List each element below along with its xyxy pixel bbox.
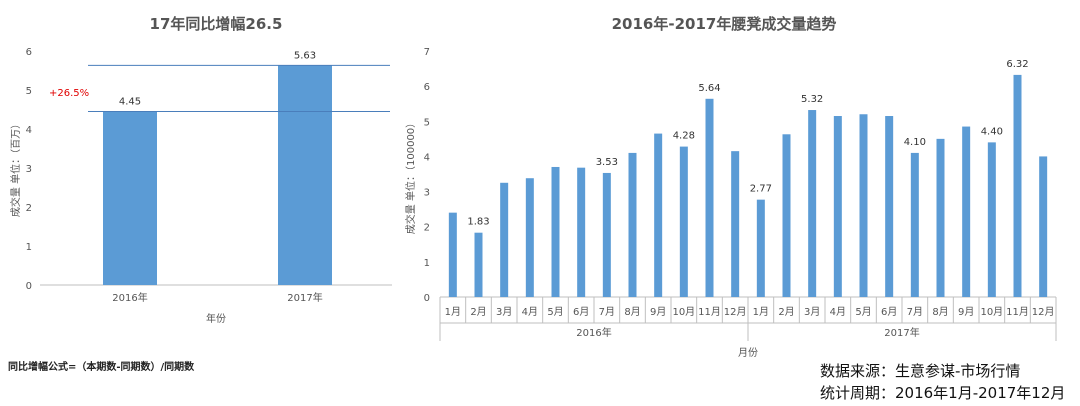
- x-tick-label: 9月: [650, 306, 666, 318]
- x-tick-label: 7月: [907, 306, 923, 318]
- data-label: 4.10: [904, 137, 926, 148]
- bar: [103, 111, 157, 285]
- y-tick-label: 5: [424, 117, 430, 128]
- group-label: 2016年: [576, 326, 611, 339]
- x-tick-label: 10月: [672, 306, 695, 318]
- y-axis-title: 成交量 单位：（百万）: [9, 119, 22, 217]
- x-tick-label: 6月: [573, 306, 589, 318]
- data-label: 4.28: [673, 131, 695, 142]
- bar: [987, 142, 996, 297]
- bar: [910, 152, 919, 297]
- y-tick-label: 6: [424, 82, 430, 93]
- bar: [885, 116, 894, 297]
- bar: [525, 178, 534, 297]
- y-tick-label: 0: [26, 281, 32, 292]
- bar: [705, 98, 714, 298]
- data-label: 4.40: [981, 126, 1003, 137]
- data-label: 4.45: [119, 96, 141, 107]
- x-tick-label: 11月: [698, 306, 721, 318]
- x-tick-label: 9月: [958, 306, 974, 318]
- data-label: 6.32: [1006, 59, 1028, 70]
- x-tick-label: 5月: [547, 306, 563, 318]
- x-tick-label: 5月: [855, 306, 871, 318]
- formula-footnote: 同比增幅公式=（本期数-同期数）/同期数: [8, 362, 195, 373]
- data-label: 5.63: [294, 50, 316, 61]
- x-tick-label: 2月: [470, 306, 486, 318]
- chart-title: 2016年-2017年腰凳成交量趋势: [612, 15, 837, 33]
- data-label: 5.32: [801, 94, 823, 105]
- y-tick-label: 3: [424, 188, 430, 199]
- bar: [448, 212, 457, 297]
- y-axis-title: 成交量 单位：（100000）: [404, 118, 417, 234]
- data-label: 2.77: [750, 184, 772, 195]
- bar: [628, 152, 637, 297]
- x-tick-label: 12月: [1032, 306, 1055, 318]
- bar: [474, 232, 483, 297]
- x-tick-label: 3月: [804, 306, 820, 318]
- bar: [500, 182, 509, 297]
- group-label: 2017年: [884, 326, 919, 339]
- y-tick-label: 1: [424, 258, 430, 269]
- y-tick-label: 4: [424, 152, 430, 163]
- bar: [577, 167, 586, 297]
- y-tick-label: 2: [26, 203, 32, 214]
- y-tick-label: 1: [26, 242, 32, 253]
- y-tick-label: 0: [424, 293, 430, 304]
- period-line: 统计周期：2016年1月-2017年12月: [820, 384, 1066, 402]
- bar: [602, 172, 611, 297]
- x-axis-title: 月份: [738, 347, 758, 359]
- data-label: 5.64: [698, 83, 720, 94]
- source-line: 数据来源：生意参谋-市场行情: [820, 362, 1021, 380]
- x-tick-label: 10月: [980, 306, 1003, 318]
- chart-title: 17年同比增幅26.5: [150, 15, 283, 33]
- y-tick-label: 4: [26, 125, 32, 136]
- data-label: 3.53: [596, 157, 618, 168]
- y-tick-label: 7: [424, 47, 430, 58]
- bar: [278, 65, 332, 286]
- bar: [679, 146, 688, 297]
- x-tick-label: 1月: [753, 306, 769, 318]
- data-label: 1.83: [467, 217, 489, 228]
- bar: [808, 110, 817, 297]
- bar: [936, 138, 945, 297]
- bar: [756, 199, 765, 297]
- x-tick-label: 3月: [496, 306, 512, 318]
- growth-annotation: +26.5%: [49, 88, 89, 99]
- bar: [782, 134, 791, 297]
- y-tick-label: 2: [424, 223, 430, 234]
- bar: [859, 114, 868, 297]
- x-tick-label: 7月: [599, 306, 615, 318]
- y-tick-label: 6: [26, 47, 32, 58]
- y-tick-label: 3: [26, 164, 32, 175]
- x-tick-label: 12月: [724, 306, 747, 318]
- x-tick-label: 8月: [624, 306, 640, 318]
- x-tick-label: 8月: [932, 306, 948, 318]
- x-tick-label: 4月: [830, 306, 846, 318]
- bar: [962, 126, 971, 297]
- x-tick-label: 4月: [522, 306, 538, 318]
- bar: [551, 166, 560, 297]
- y-tick-label: 5: [26, 86, 32, 97]
- x-tick-label: 1月: [445, 306, 461, 318]
- bar: [833, 116, 842, 297]
- bar: [1039, 156, 1048, 297]
- x-tick-label: 2月: [778, 306, 794, 318]
- x-tick-label: 6月: [881, 306, 897, 318]
- x-tick-label: 2017年: [287, 291, 322, 304]
- bar: [731, 151, 740, 297]
- x-tick-label: 2016年: [112, 291, 147, 304]
- bar: [654, 133, 663, 297]
- x-tick-label: 11月: [1006, 306, 1029, 318]
- source-info: 数据来源：生意参谋-市场行情 统计周期：2016年1月-2017年12月: [820, 360, 1065, 404]
- bar: [1013, 74, 1022, 297]
- x-axis-title: 年份: [206, 312, 226, 325]
